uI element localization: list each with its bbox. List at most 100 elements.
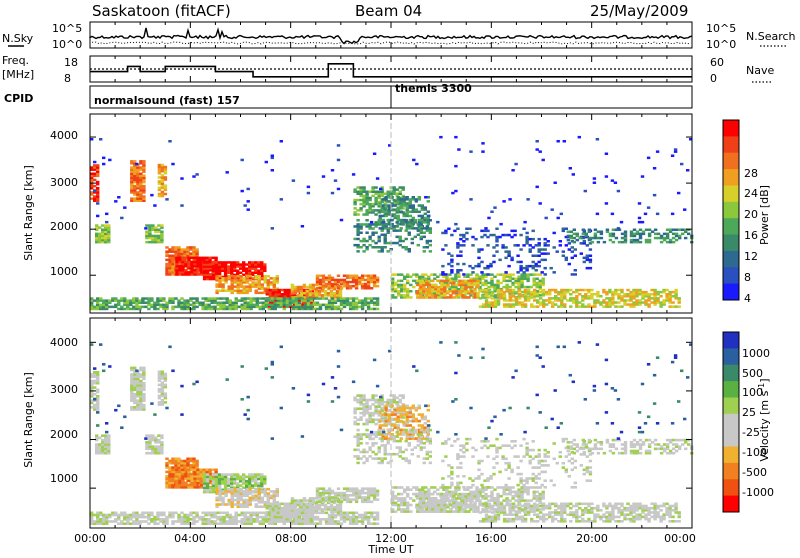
velocity-cell	[336, 504, 339, 507]
power-cell	[218, 279, 221, 282]
power-cell	[675, 233, 678, 236]
velocity-cell	[399, 446, 402, 449]
power-cell	[396, 242, 399, 245]
velocity-cell	[203, 473, 206, 476]
velocity-cell	[208, 469, 211, 472]
power-cell	[487, 217, 490, 220]
velocity-cell	[406, 405, 409, 408]
power-cell	[553, 232, 556, 235]
power-cell	[397, 215, 400, 218]
velocity-cell	[130, 367, 133, 370]
velocity-cell	[240, 488, 243, 491]
velocity-cell	[359, 451, 362, 454]
velocity-cell	[192, 458, 195, 461]
velocity-cell	[400, 420, 403, 423]
velocity-cell	[381, 444, 384, 447]
power-cell	[412, 196, 415, 199]
velocity-cell	[139, 380, 142, 383]
power-cell	[662, 289, 665, 292]
velocity-cell	[243, 499, 246, 502]
power-colorbar-step	[723, 186, 739, 203]
power-cell	[117, 196, 120, 199]
velocity-cell	[221, 490, 224, 493]
power-cell	[186, 246, 189, 249]
power-cell	[530, 291, 533, 294]
power-cell	[268, 308, 271, 311]
power-cell	[226, 171, 229, 174]
power-cell	[674, 305, 677, 308]
power-cell	[408, 221, 411, 224]
power-cell	[681, 233, 684, 236]
power-cell	[617, 227, 620, 230]
power-cell	[368, 191, 371, 194]
velocity-cell	[178, 469, 181, 472]
power-cell	[641, 291, 644, 294]
power-cell	[365, 246, 368, 249]
velocity-cell	[158, 384, 161, 387]
power-cell	[195, 297, 198, 300]
power-cell	[331, 297, 334, 300]
velocity-cell	[429, 462, 432, 465]
power-cell	[526, 286, 529, 289]
power-cell	[427, 276, 430, 279]
power-cell	[471, 236, 474, 239]
velocity-cell	[361, 496, 364, 499]
power-cell	[535, 263, 538, 266]
power-cell	[647, 293, 650, 296]
power-cell	[96, 164, 99, 167]
power-cell	[609, 233, 612, 236]
power-cell	[423, 246, 426, 249]
power-cell	[481, 273, 484, 276]
power-cell	[105, 221, 108, 224]
power-cell	[502, 286, 505, 289]
power-cell	[476, 292, 479, 295]
power-cell	[452, 296, 455, 299]
power-cell	[569, 293, 572, 296]
power-cell	[678, 305, 681, 308]
power-cell	[647, 206, 650, 209]
velocity-cell	[246, 499, 249, 502]
power-cell	[617, 293, 620, 296]
power-cell	[409, 290, 412, 293]
power-cell	[209, 263, 212, 266]
power-cell	[597, 231, 600, 234]
power-cell	[186, 299, 189, 302]
power-cell	[416, 280, 419, 283]
power-cell	[614, 289, 617, 292]
power-cell	[612, 229, 615, 232]
power-cell	[192, 297, 195, 300]
power-cell	[307, 297, 310, 300]
power-cell	[362, 195, 365, 198]
power-cell	[635, 299, 638, 302]
power-cell	[252, 277, 255, 280]
power-cell	[337, 306, 340, 309]
power-cell	[544, 267, 547, 270]
power-cell	[496, 280, 499, 283]
power-cell	[215, 261, 218, 264]
velocity-cell	[180, 460, 183, 463]
power-cell	[672, 229, 675, 232]
power-cell	[611, 213, 614, 216]
power-cell	[484, 227, 487, 230]
velocity-cell	[254, 473, 257, 476]
power-cell	[400, 211, 403, 214]
power-cell	[373, 302, 376, 305]
velocity-cell	[306, 504, 309, 507]
power-cell	[511, 278, 514, 281]
power-cell	[538, 248, 541, 251]
power-cell	[563, 289, 566, 292]
velocity-cell	[418, 405, 421, 408]
freq-label-1: Freq.	[2, 54, 29, 67]
power-cell	[424, 273, 427, 276]
velocity-cell	[142, 367, 145, 370]
velocity-cell	[420, 446, 423, 449]
velocity-cell	[325, 496, 328, 499]
velocity-cell	[136, 399, 139, 402]
velocity-cell	[378, 457, 381, 460]
power-cell	[171, 163, 174, 166]
power-cell	[165, 259, 168, 262]
power-cell	[642, 231, 645, 234]
power-cell	[244, 204, 247, 207]
power-cell	[578, 305, 581, 308]
power-cell	[325, 277, 328, 280]
